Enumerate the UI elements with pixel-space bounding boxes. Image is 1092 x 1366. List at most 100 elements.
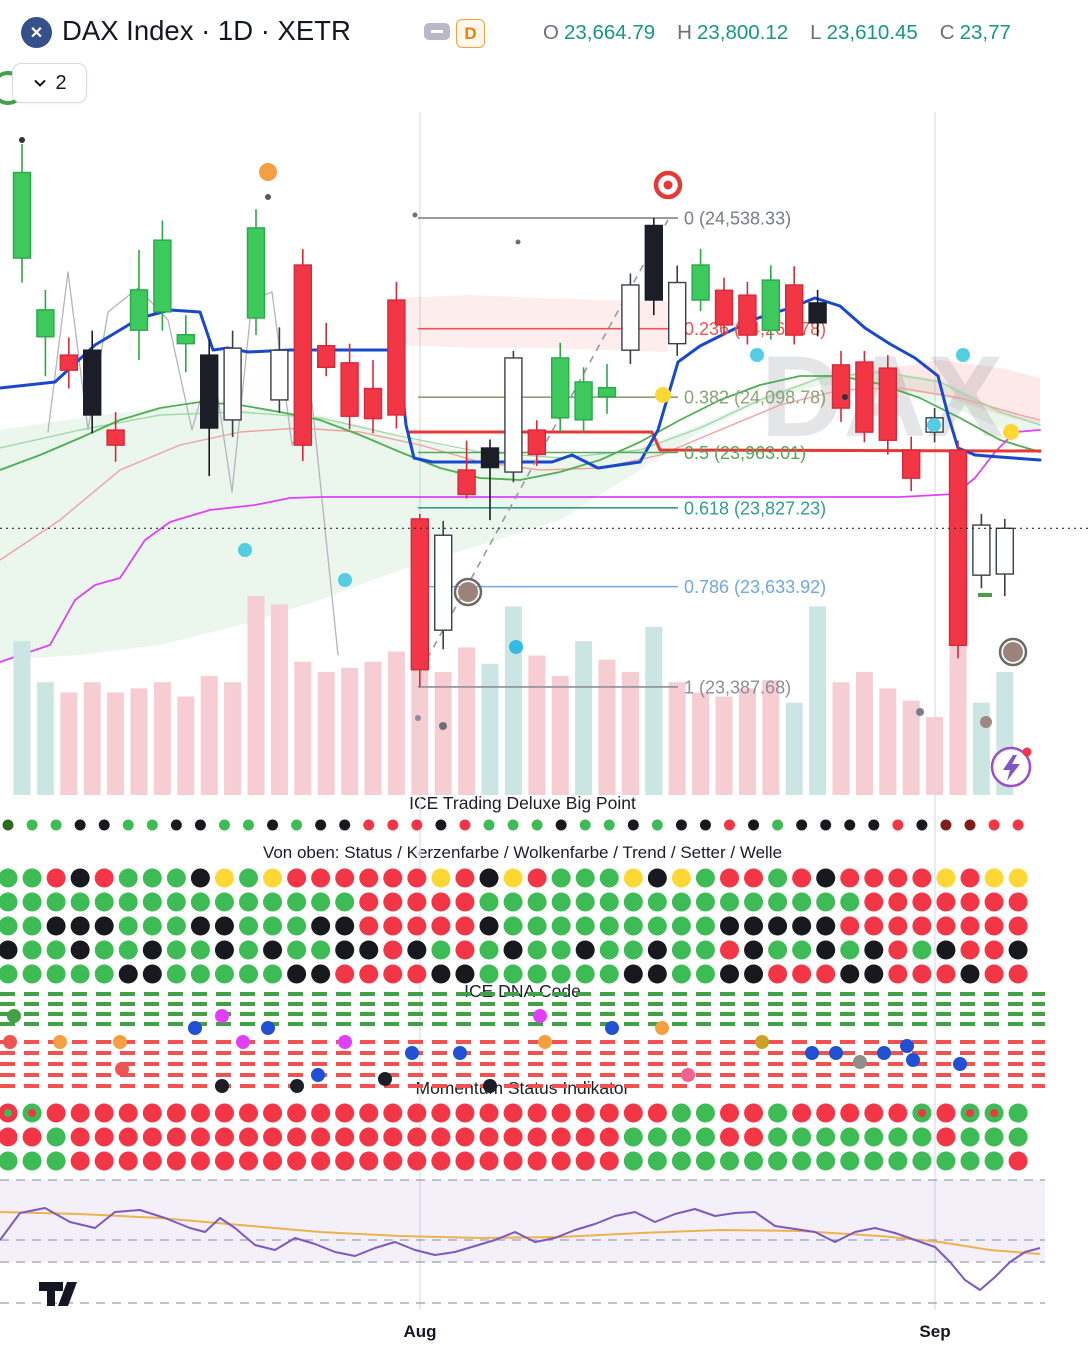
ohlc-low: L 23,610.45	[810, 21, 918, 45]
matrix-dot	[335, 892, 355, 912]
volume-bar	[949, 643, 967, 795]
dna-dot	[829, 1046, 843, 1060]
matrix-dot	[0, 940, 18, 960]
volume-bar	[270, 604, 288, 795]
matrix-dot	[623, 868, 643, 888]
signal-dot-marker	[927, 418, 941, 432]
matrix-dot	[431, 1103, 451, 1123]
matrix-dot	[359, 1127, 379, 1147]
ohlc-open-value: 23,664.79	[563, 21, 656, 44]
candle	[434, 534, 453, 631]
volume-bar	[926, 717, 944, 795]
matrix-dot	[647, 868, 667, 888]
candle	[668, 281, 687, 345]
signal-dot-marker	[509, 640, 523, 654]
matrix-dot	[599, 940, 619, 960]
matrix-dot	[888, 1127, 908, 1147]
matrix-dot	[816, 964, 836, 984]
matrix-dot	[912, 1151, 932, 1171]
matrix-dot	[960, 1151, 980, 1171]
matrix-dot	[70, 1151, 90, 1171]
matrix-dot	[720, 1127, 739, 1147]
volume-bar	[434, 672, 452, 795]
candle	[153, 239, 172, 313]
matrix-dot	[768, 892, 788, 912]
matrix-dot	[359, 1151, 379, 1171]
matrix-dot	[792, 1151, 812, 1171]
matrix-dot	[699, 819, 711, 831]
matrix-dot	[431, 940, 451, 960]
matrix-dot	[840, 868, 860, 888]
dna-dot	[483, 1079, 497, 1093]
matrix-dot	[695, 940, 715, 960]
matrix-dot	[387, 819, 399, 831]
matrix-dot	[936, 1151, 956, 1171]
matrix-dot	[936, 916, 956, 936]
matrix-dot	[503, 916, 523, 936]
matrix-dot	[796, 819, 808, 831]
candle	[878, 367, 897, 441]
dna-dot	[113, 1035, 127, 1049]
matrix-dot	[936, 940, 956, 960]
matrix-dot	[647, 916, 667, 936]
matrix-dot	[166, 916, 186, 936]
matrix-dot	[118, 892, 138, 912]
chart-header: ✕ DAX Index · 1D · XETR D O 23,664.79 H …	[0, 0, 1092, 106]
volume-bar	[83, 682, 101, 795]
lightning-button[interactable]	[986, 740, 1038, 792]
matrix-dot	[575, 868, 595, 888]
matrix-dot	[840, 892, 860, 912]
volume-bar	[224, 682, 242, 795]
volume-bar	[458, 647, 476, 795]
matrix-dot	[960, 892, 980, 912]
matrix-dot	[984, 1151, 1004, 1171]
matrix-dot	[479, 1103, 499, 1123]
tradingview-logo[interactable]	[36, 1280, 82, 1313]
matrix-dot	[744, 964, 764, 984]
matrix-dot	[122, 819, 134, 831]
dna-dot	[906, 1053, 920, 1067]
volume-bar	[200, 676, 218, 795]
volume-bar	[364, 661, 382, 795]
matrix-dot	[844, 819, 856, 831]
matrix-dot	[239, 916, 258, 936]
matrix-dot	[599, 1127, 619, 1147]
matrix-dot	[359, 940, 379, 960]
matrix-dot	[695, 1127, 715, 1147]
indicators-collapsed-button[interactable]: 2	[12, 63, 87, 103]
matrix-dot	[864, 940, 884, 960]
matrix-dot	[792, 892, 812, 912]
matrix-dot	[551, 1151, 571, 1171]
dna-dot	[311, 1068, 325, 1082]
dna-dot	[7, 1009, 21, 1023]
matrix-dot	[94, 940, 114, 960]
matrix-dot	[864, 868, 884, 888]
symbol-title[interactable]: DAX Index · 1D · XETR	[62, 15, 351, 46]
candle	[761, 279, 780, 331]
series-visibility-pill[interactable]	[424, 23, 450, 40]
dna-dot	[378, 1072, 392, 1086]
matrix-dot	[792, 868, 812, 888]
matrix-dot	[864, 964, 884, 984]
matrix-dot	[339, 819, 351, 831]
matrix-dot	[792, 940, 812, 960]
matrix-dot	[94, 916, 114, 936]
matrix-dot	[359, 916, 379, 936]
matrix-dot	[46, 1127, 66, 1147]
dna-dot	[953, 1057, 967, 1071]
x-axis-label-aug: Aug	[403, 1322, 437, 1341]
matrix-dot	[671, 940, 691, 960]
matrix-dot	[912, 892, 932, 912]
matrix-dot	[70, 1103, 90, 1123]
matrix-dot	[46, 940, 66, 960]
interval-badge[interactable]: D	[456, 19, 485, 48]
matrix-dot	[239, 868, 258, 888]
matrix-dot	[840, 916, 860, 936]
matrix-dot	[984, 892, 1004, 912]
matrix-dot	[166, 964, 186, 984]
matrix-dot	[239, 1127, 258, 1147]
candle	[176, 334, 196, 345]
matrix-dot	[936, 1127, 956, 1147]
matrix-dot	[792, 964, 812, 984]
